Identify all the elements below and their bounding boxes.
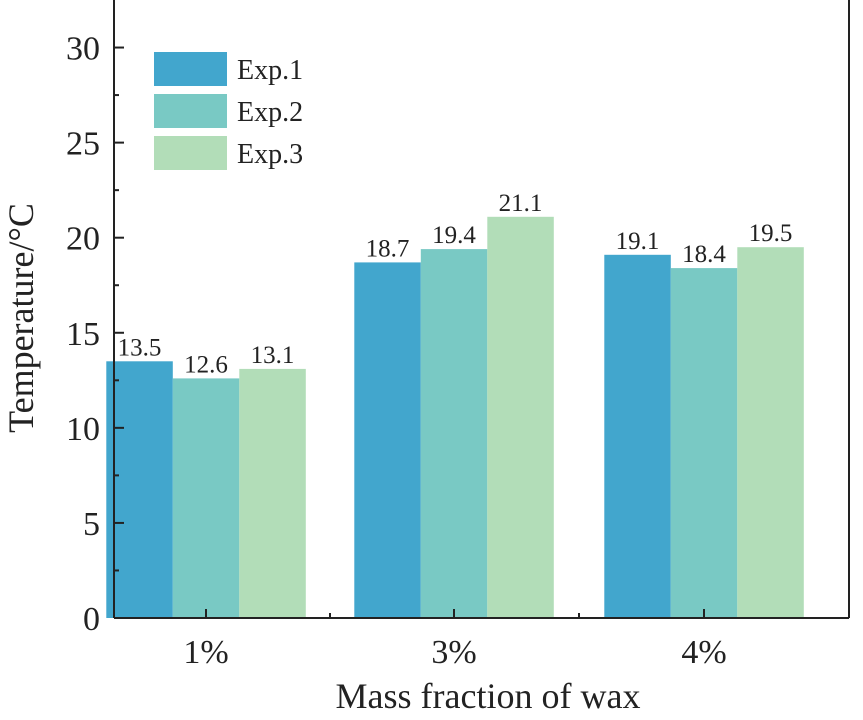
bar-exp3-3 xyxy=(737,247,804,618)
y-axis-title: Temperature/°C xyxy=(1,203,41,433)
x-tick-label: 3% xyxy=(431,634,476,671)
axes-layer: 0 5 10 15 20 25 30 1% 3% 4% xyxy=(66,0,850,671)
y-tick-label: 15 xyxy=(66,316,100,353)
data-label: 21.1 xyxy=(499,190,543,217)
legend-label-3: Exp.3 xyxy=(237,139,303,170)
x-axis-title: Mass fraction of wax xyxy=(336,676,641,716)
bar-exp1-1 xyxy=(106,361,173,618)
y-tick-label: 25 xyxy=(66,126,100,163)
y-tick-label: 5 xyxy=(83,506,100,543)
y-tick-label: 30 xyxy=(66,31,100,68)
data-labels-layer: 13.5 12.6 13.1 18.7 19.4 21.1 19.1 18.4 19.5 xyxy=(118,190,793,379)
legend-swatch-1 xyxy=(154,52,227,86)
bar-exp2-3 xyxy=(670,268,738,618)
bar-exp3-1 xyxy=(239,368,306,618)
legend-label-1: Exp.1 xyxy=(237,55,303,86)
bar-exp3-2 xyxy=(487,216,554,619)
data-label: 19.4 xyxy=(432,222,476,249)
data-label: 12.6 xyxy=(184,351,228,378)
legend-swatch-2 xyxy=(154,94,227,128)
bars-layer xyxy=(106,216,804,619)
data-label: 19.1 xyxy=(616,228,660,255)
data-label: 19.5 xyxy=(749,220,793,247)
x-tick-label: 4% xyxy=(681,634,726,671)
data-label: 13.1 xyxy=(251,342,295,369)
legend-swatch-3 xyxy=(154,136,227,170)
legend-label-2: Exp.2 xyxy=(237,97,303,128)
x-tick-label: 1% xyxy=(183,634,228,671)
bar-exp2-1 xyxy=(172,378,240,618)
y-tick-label: 10 xyxy=(66,411,100,448)
legend: Exp.1 Exp.2 Exp.3 xyxy=(154,52,303,170)
bar-exp2-2 xyxy=(420,249,488,618)
bar-exp1-3 xyxy=(604,254,671,619)
y-tick-label: 20 xyxy=(66,221,100,258)
bar-exp1-2 xyxy=(354,262,421,618)
y-tick-label: 0 xyxy=(83,601,100,638)
data-label: 13.5 xyxy=(118,334,162,361)
data-label: 18.4 xyxy=(682,241,726,268)
data-label: 18.7 xyxy=(366,235,410,262)
